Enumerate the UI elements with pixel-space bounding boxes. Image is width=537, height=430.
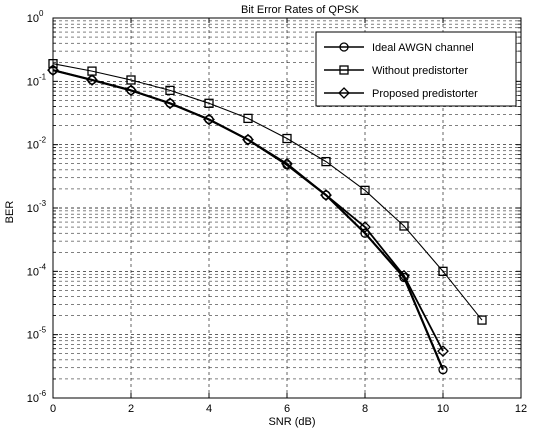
- x-axis-label: SNR (dB): [268, 416, 315, 428]
- series-line: [52, 69, 445, 371]
- y-tick-base: 10: [27, 266, 39, 278]
- y-tick-base: 10: [27, 203, 39, 215]
- data-point: [477, 315, 487, 325]
- y-tick-exponent: -4: [39, 262, 47, 271]
- y-tick-exponent: -2: [39, 136, 47, 145]
- y-tick-base: 10: [27, 330, 39, 342]
- series-circle: [48, 65, 448, 375]
- y-tick-exponent: -1: [39, 72, 47, 81]
- data-point: [203, 113, 215, 126]
- legend: Ideal AWGN channel Without predistorter Pr…: [315, 31, 517, 107]
- series-line: [52, 69, 444, 352]
- data-point: [48, 65, 58, 75]
- y-axis-label: BER: [4, 201, 16, 224]
- x-tick-label: 8: [362, 403, 368, 415]
- y-tick-base: 10: [27, 76, 39, 88]
- legend-label: Ideal AWGN channel: [372, 42, 474, 54]
- series-diamond: [47, 64, 449, 358]
- series-layer: [47, 59, 487, 375]
- x-tick-label: 10: [437, 403, 449, 415]
- data-point: [321, 156, 331, 167]
- data-point: [126, 85, 136, 96]
- data-point: [243, 113, 253, 124]
- y-tick-label: 10 -2: [27, 136, 47, 152]
- x-tick-label: 2: [128, 403, 134, 415]
- y-tick-exponent: -3: [39, 199, 47, 208]
- data-point: [242, 133, 254, 146]
- y-tick-label: 10 -3: [27, 199, 47, 215]
- data-point: [204, 114, 214, 125]
- legend-item: Without predistorter: [324, 65, 468, 77]
- data-point: [204, 98, 214, 108]
- data-point: [125, 84, 137, 97]
- x-tick-label: 6: [284, 403, 290, 415]
- data-point: [282, 133, 292, 144]
- data-point: [437, 345, 449, 358]
- data-point: [360, 185, 370, 195]
- y-tick-base: 10: [27, 393, 39, 405]
- data-point: [165, 85, 175, 96]
- data-point: [399, 221, 409, 231]
- legend-marker: [339, 42, 349, 52]
- y-tick-label: 10 0: [27, 9, 44, 25]
- y-tick-label: 10 -6: [27, 389, 47, 405]
- data-point: [359, 221, 371, 233]
- y-tick-base: 10: [27, 13, 39, 25]
- y-tick-label: 10 -5: [27, 326, 47, 342]
- legend-item: Proposed predistorter: [324, 87, 478, 100]
- y-tick-label: 10 -4: [27, 262, 47, 278]
- legend-marker: [338, 87, 350, 99]
- data-point: [48, 59, 58, 69]
- y-tick-base: 10: [27, 140, 39, 152]
- legend-label: Without predistorter: [372, 65, 468, 77]
- y-tick-label: 10 -1: [27, 72, 47, 88]
- data-point: [321, 190, 331, 200]
- data-point: [165, 98, 175, 108]
- data-point: [47, 64, 59, 77]
- legend-label: Proposed predistorter: [372, 88, 478, 100]
- chart-title: Bit Error Rates of QPSK: [241, 4, 360, 16]
- y-tick-exponent: -6: [39, 389, 47, 398]
- legend-marker: [339, 65, 349, 75]
- data-point: [398, 269, 410, 282]
- data-point: [281, 157, 293, 170]
- x-tick-label: 0: [50, 403, 56, 415]
- data-point: [243, 135, 253, 145]
- x-tick-label: 12: [515, 403, 527, 415]
- data-point: [126, 75, 136, 85]
- data-point: [438, 266, 448, 276]
- data-point: [438, 365, 448, 375]
- data-point: [87, 75, 97, 85]
- data-point: [164, 97, 176, 110]
- legend-item: Ideal AWGN channel: [324, 42, 474, 54]
- series-square: [48, 59, 487, 325]
- data-point: [320, 189, 332, 201]
- y-tick-exponent: -5: [39, 326, 47, 335]
- x-tick-label: 4: [206, 403, 212, 415]
- y-tick-exponent: 0: [39, 9, 44, 18]
- data-point: [86, 74, 98, 86]
- series-line: [52, 63, 483, 321]
